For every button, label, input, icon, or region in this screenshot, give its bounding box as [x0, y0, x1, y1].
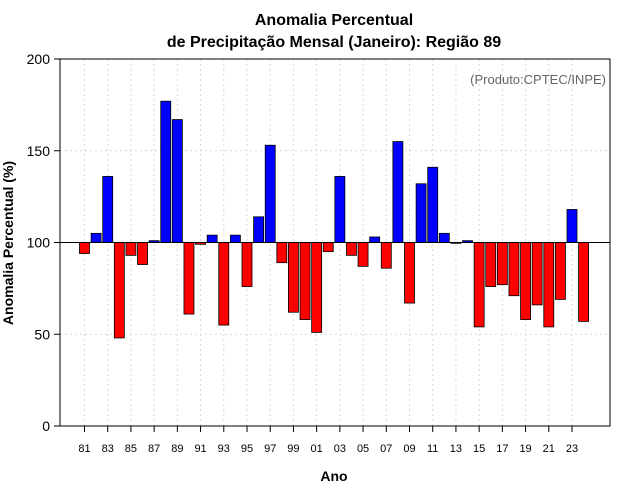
bar-95 [241, 242, 253, 287]
bar-20 [531, 242, 543, 306]
x-tick-label: 97 [264, 443, 276, 455]
bar-88 [160, 100, 172, 243]
y-tick-label: 0 [42, 418, 50, 434]
bar-85 [125, 242, 137, 256]
bar-90 [183, 242, 195, 315]
bar-94 [229, 234, 241, 243]
bar-11 [427, 166, 439, 243]
bar-00 [299, 242, 311, 320]
y-tick-label: 200 [27, 51, 51, 67]
bar-81 [79, 242, 90, 254]
bar-22 [554, 242, 566, 300]
x-tick-label: 15 [473, 443, 485, 455]
bar-17 [496, 242, 508, 286]
bar-18 [508, 242, 520, 297]
x-tick-label: 23 [566, 443, 578, 455]
bar-04 [346, 242, 357, 256]
chart-title-line-1: Anomalia Percentual [255, 12, 413, 29]
bar-05 [357, 242, 369, 267]
x-tick-label: 95 [241, 443, 253, 455]
x-tick-label: 83 [102, 443, 114, 455]
bar-23 [566, 209, 578, 243]
x-tick-label: 05 [357, 443, 369, 455]
x-tick-label: 81 [78, 443, 90, 455]
x-axis: 81 83 85 87 89 91 93 95 97 99 01 03 05 07 09 11 13 15 17 19… [78, 426, 578, 455]
x-tick-label: 19 [519, 443, 531, 455]
x-tick-label: 11 [427, 443, 438, 455]
x-tick-label: 93 [218, 443, 230, 455]
bar-01 [311, 242, 323, 333]
x-tick-label: 07 [380, 443, 392, 455]
bar-84 [113, 242, 125, 339]
x-tick-label: 03 [334, 443, 346, 455]
bar-96 [253, 216, 265, 243]
bar-99 [288, 242, 299, 313]
x-tick-label: 85 [125, 443, 137, 455]
bar-19 [520, 242, 531, 320]
bar-93 [218, 242, 230, 326]
y-tick-label: 50 [34, 326, 50, 342]
x-axis-title: Ano [320, 468, 347, 484]
x-tick-label: 21 [543, 443, 555, 455]
bar-02 [322, 242, 334, 253]
x-tick-label: 99 [287, 443, 299, 455]
y-tick-label: 150 [27, 143, 51, 159]
y-tick-label: 100 [27, 235, 51, 251]
x-tick-label: 01 [311, 443, 323, 455]
chart-title-line-2: de Precipitação Mensal (Janeiro): Região… [167, 34, 501, 51]
bar-97 [264, 144, 276, 243]
bar-15 [473, 242, 485, 328]
x-tick-label: 09 [403, 443, 415, 455]
bar-12 [438, 232, 450, 243]
bar-08 [392, 141, 404, 243]
bar-89 [171, 119, 183, 243]
bar-09 [404, 242, 415, 304]
bar-24 [578, 242, 590, 322]
credit-label: (Produto:CPTEC/INPE) [470, 72, 606, 87]
bar-21 [543, 242, 555, 328]
x-tick-label: 89 [171, 443, 183, 455]
x-tick-label: 17 [496, 443, 508, 455]
bars [79, 100, 590, 339]
bar-92 [206, 234, 218, 243]
bar-98 [276, 242, 288, 264]
bar-10 [415, 183, 427, 243]
y-axis: 0 50 100 150 200 [27, 51, 60, 434]
x-tick-label: 13 [450, 443, 462, 455]
bar-83 [102, 176, 114, 243]
grid-lines [60, 58, 610, 427]
bar-06 [369, 236, 381, 243]
bar-86 [137, 242, 148, 265]
y-axis-title: Anomalia Percentual (%) [0, 161, 16, 325]
bar-16 [485, 242, 497, 287]
bar-07 [380, 242, 392, 269]
x-tick-label: 87 [148, 443, 160, 455]
bar-82 [90, 232, 102, 243]
x-tick-label: 91 [194, 443, 206, 455]
bar-03 [334, 176, 346, 243]
